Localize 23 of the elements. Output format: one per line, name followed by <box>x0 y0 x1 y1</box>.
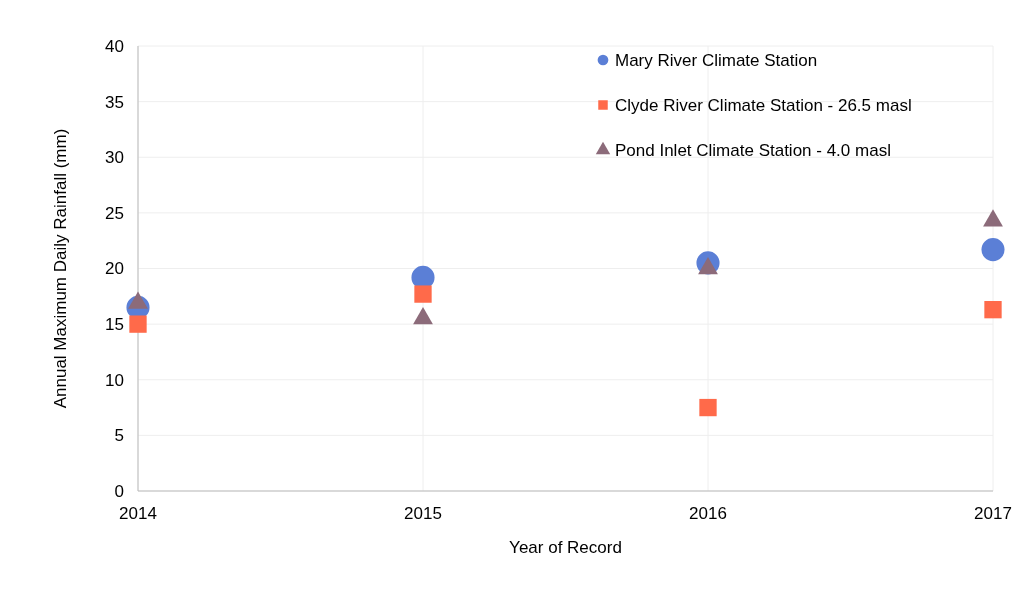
x-axis-title: Year of Record <box>509 538 622 557</box>
legend-label: Pond Inlet Climate Station - 4.0 masl <box>615 140 891 160</box>
point <box>984 301 1002 319</box>
y-axis-title: Annual Maximum Daily Rainfall (mm) <box>51 128 70 409</box>
y-tick-label: 10 <box>105 370 124 390</box>
x-tick-label: 2014 <box>119 504 157 523</box>
point <box>981 238 1005 262</box>
legend-label: Clyde River Climate Station - 26.5 masl <box>615 95 912 115</box>
y-tick-label: 5 <box>114 426 124 446</box>
x-tick-label: 2015 <box>404 504 442 523</box>
point <box>699 398 717 417</box>
y-tick-label: 30 <box>105 148 124 168</box>
y-tick-label: 20 <box>105 259 124 279</box>
point <box>414 285 432 303</box>
y-tick-label: 25 <box>105 203 124 223</box>
y-tick-label: 35 <box>105 92 124 112</box>
y-tick-label: 0 <box>114 481 124 501</box>
y-tick-label: 40 <box>105 36 124 56</box>
legend-label: Mary River Climate Station <box>615 50 818 70</box>
y-tick-label: 15 <box>105 315 124 335</box>
point <box>129 315 147 333</box>
x-tick-label: 2017 <box>974 504 1012 523</box>
x-tick-label: 2016 <box>689 504 727 523</box>
